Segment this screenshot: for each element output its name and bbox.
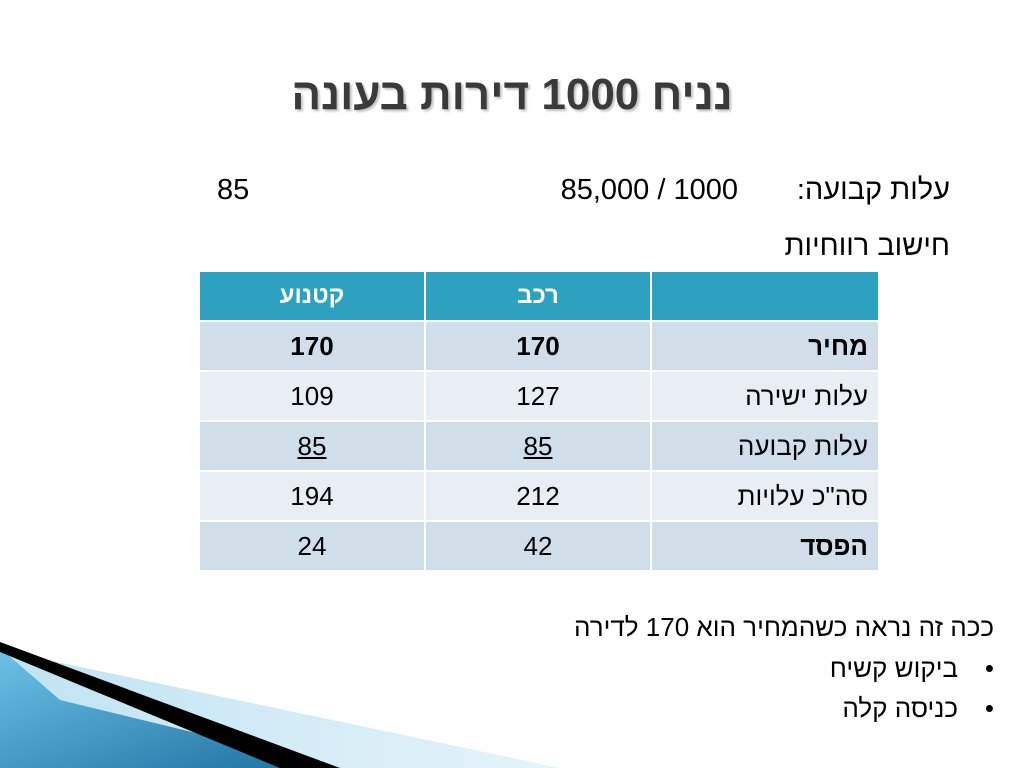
list-item: • כניסה קלה [830,690,994,730]
row-label: סה"כ עלויות [650,470,880,522]
cell-car: 212 [424,470,652,522]
fixed-cost-label: עלות קבועה: [796,174,950,206]
cell-scooter: 109 [198,370,426,422]
cell-scooter: 194 [198,470,426,522]
cell-scooter: 24 [198,520,426,572]
bullet-list: • ביקוש קשיח • כניסה קלה [829,650,994,730]
bullet-icon: • [984,693,994,723]
fixed-cost-calc: 85,000 / 1000 [560,174,738,206]
table-row-total-cost: סה"כ עלויות 212 194 [198,470,880,522]
table-header-row: רכב קטנוע [198,270,880,322]
cell-car: 85 [424,420,652,472]
profitability-table: רכב קטנוע מחיר 170 170 עלות ישירה 127 10… [198,270,880,572]
row-label: מחיר [650,320,880,372]
row-label: עלות ישירה [650,370,880,422]
table-row-price: מחיר 170 170 [198,320,880,372]
table-row-loss: הפסד 42 24 [198,520,880,572]
blue-swoosh [0,648,340,768]
cell-scooter: 85 [198,420,426,472]
slide-title: נניח 1000 דירות בעונה [291,70,733,119]
row-label: עלות קבועה [650,420,880,472]
bullet-icon: • [984,653,994,683]
bullet-text: ביקוש קשיח [829,653,958,683]
header-car: רכב [424,270,652,322]
row-label: הפסד [650,520,880,572]
cell-car: 127 [424,370,652,422]
fixed-cost-line: עלות קבועה: 85,000 / 1000 85 [200,174,950,214]
header-scooter: קטנוע [198,270,426,322]
list-item: • ביקוש קשיח [829,650,994,690]
fixed-cost-result: 85 [217,174,250,206]
bullet-text: כניסה קלה [842,693,958,723]
cell-car: 170 [424,320,652,372]
cell-scooter: 170 [198,320,426,372]
cell-car: 42 [424,520,652,572]
table-row-fixed-cost: עלות קבועה 85 85 [198,420,880,472]
black-swoosh [0,642,340,768]
cell-car-value: 85 [523,430,553,461]
cell-scooter-value: 85 [297,430,327,461]
header-label-col [650,270,880,322]
price-note: ככה זה נראה כשהמחיר הוא 170 לדירה [574,612,994,642]
table-row-direct-cost: עלות ישירה 127 109 [198,370,880,422]
light-swoosh [0,650,560,768]
profit-heading: חישוב רווחיות [784,230,950,262]
